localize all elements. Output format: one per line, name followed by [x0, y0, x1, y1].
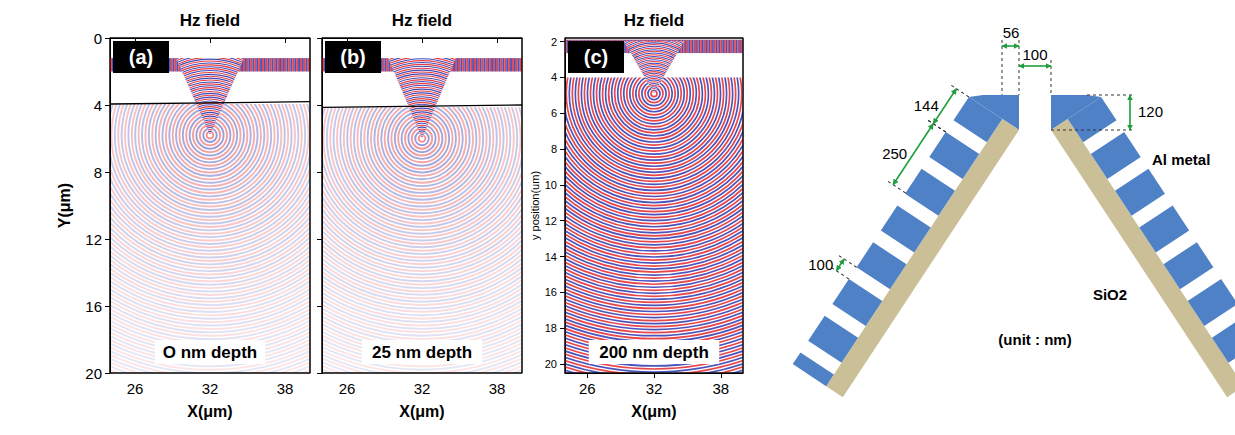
- svg-text:2: 2: [551, 36, 557, 48]
- svg-text:(b): (b): [340, 46, 366, 68]
- svg-text:14: 14: [545, 251, 557, 263]
- svg-text:X(μm): X(μm): [399, 403, 444, 420]
- svg-text:Y(μm): Y(μm): [56, 183, 73, 228]
- svg-text:Hz field: Hz field: [624, 11, 684, 30]
- svg-text:32: 32: [646, 380, 663, 397]
- svg-text:26: 26: [579, 380, 596, 397]
- svg-text:144: 144: [914, 97, 939, 114]
- svg-text:12: 12: [85, 231, 102, 248]
- svg-text:4: 4: [551, 71, 557, 83]
- svg-text:Al metal: Al metal: [1152, 151, 1210, 168]
- svg-text:26: 26: [127, 380, 144, 397]
- svg-text:6: 6: [551, 107, 557, 119]
- svg-text:Hz field: Hz field: [180, 11, 240, 30]
- svg-text:250: 250: [882, 145, 907, 162]
- svg-text:(c): (c): [584, 46, 608, 68]
- svg-text:X(μm): X(μm): [187, 403, 232, 420]
- svg-text:20: 20: [545, 358, 557, 370]
- svg-text:X(μm): X(μm): [631, 403, 676, 420]
- svg-text:38: 38: [489, 380, 506, 397]
- svg-text:20: 20: [85, 365, 102, 382]
- svg-text:(a): (a): [129, 46, 153, 68]
- svg-text:4: 4: [94, 97, 102, 114]
- svg-text:32: 32: [202, 380, 219, 397]
- svg-text:8: 8: [94, 164, 102, 181]
- svg-text:18: 18: [545, 322, 557, 334]
- svg-text:25 nm depth: 25 nm depth: [372, 343, 472, 362]
- svg-text:200 nm depth: 200 nm depth: [599, 343, 709, 362]
- svg-text:10: 10: [545, 179, 557, 191]
- svg-text:100: 100: [808, 256, 833, 273]
- svg-text:100: 100: [1022, 46, 1047, 63]
- svg-text:32: 32: [414, 380, 431, 397]
- svg-text:16: 16: [545, 286, 557, 298]
- svg-text:26: 26: [339, 380, 356, 397]
- svg-text:0: 0: [94, 30, 102, 47]
- svg-text:38: 38: [277, 380, 294, 397]
- svg-text:56: 56: [1003, 24, 1020, 41]
- svg-text:Hz field: Hz field: [392, 11, 452, 30]
- svg-text:12: 12: [545, 215, 557, 227]
- svg-text:16: 16: [85, 298, 102, 315]
- svg-text:O nm depth: O nm depth: [163, 343, 257, 362]
- svg-text:(unit : nm): (unit : nm): [998, 331, 1071, 348]
- svg-text:SiO2: SiO2: [1093, 286, 1127, 303]
- svg-text:y position(um): y position(um): [529, 171, 541, 240]
- svg-text:8: 8: [551, 143, 557, 155]
- svg-text:120: 120: [1138, 103, 1163, 120]
- svg-text:38: 38: [712, 380, 729, 397]
